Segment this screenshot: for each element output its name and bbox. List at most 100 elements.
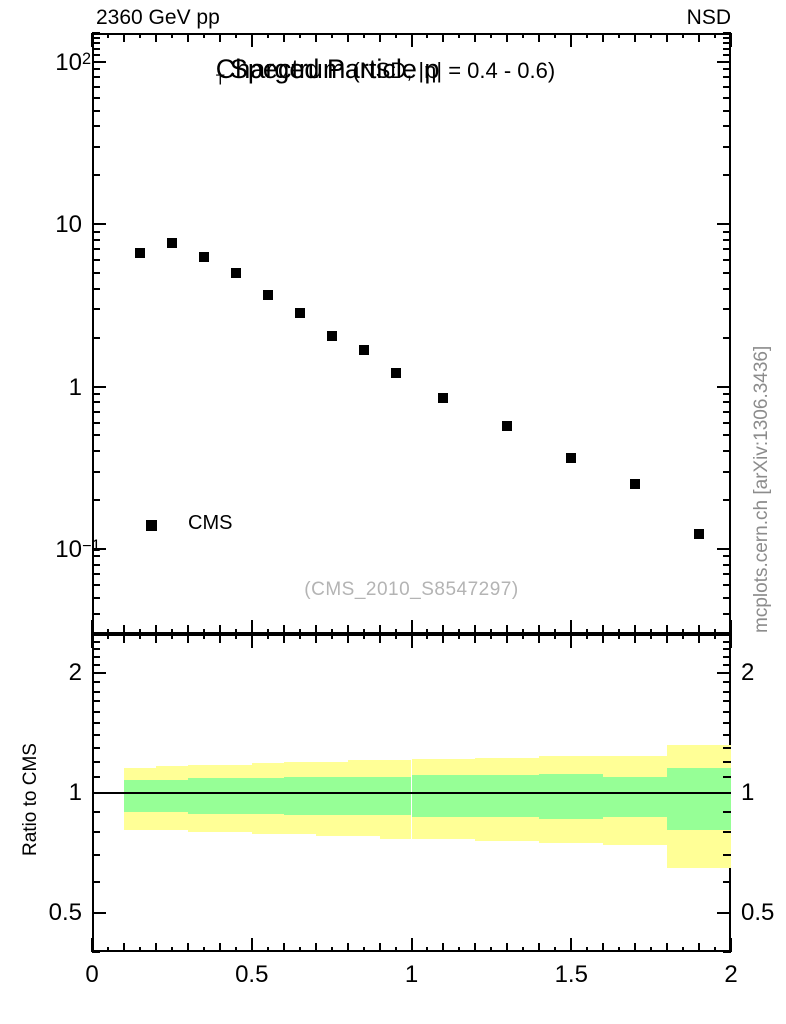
x-axis-tick: [170, 634, 173, 639]
y-axis-tick-label: 10: [55, 211, 82, 239]
y-axis-tick: [92, 223, 106, 226]
y-axis-tick: [723, 722, 731, 725]
x-axis-tick: [570, 33, 573, 47]
x-axis-tick: [458, 629, 461, 634]
uncertainty-band-inner: [347, 776, 380, 816]
y-axis-tick: [723, 854, 731, 857]
x-axis-tick: [170, 947, 173, 952]
x-axis-tick: [378, 33, 381, 42]
x-axis-tick: [122, 943, 125, 952]
y-axis-tick: [92, 145, 100, 148]
x-axis-tick: [314, 634, 317, 643]
y-axis-tick: [723, 47, 731, 50]
y-axis-tick: [723, 663, 731, 666]
x-axis-tick: [474, 943, 477, 952]
y-axis-tick: [92, 655, 100, 658]
x-axis-tick: [314, 33, 317, 42]
y-axis-tick: [92, 573, 100, 576]
x-axis-tick: [618, 634, 621, 639]
x-axis-tick: [586, 33, 589, 38]
x-axis-tick: [394, 33, 397, 38]
x-axis-tick: [346, 943, 349, 952]
cms-data-point: [294, 307, 305, 318]
x-axis-tick: [362, 629, 365, 634]
x-axis-tick: [538, 625, 541, 634]
x-axis-tick: [234, 629, 237, 634]
y-axis-tick: [723, 499, 731, 502]
y-axis-tick: [92, 760, 100, 763]
y-axis-tick: [92, 663, 100, 666]
y-axis-tick: [92, 734, 100, 737]
y-axis-tick: [723, 573, 731, 576]
y-axis-tick: [92, 53, 100, 56]
x-axis-tick: [730, 620, 732, 634]
uncertainty-band-inner: [603, 776, 668, 818]
x-axis-tick: [346, 33, 349, 42]
x-axis-tick: [154, 634, 157, 643]
y-axis-tick: [723, 76, 731, 79]
y-axis-tick: [723, 690, 731, 693]
x-axis-tick: [618, 33, 621, 38]
x-axis-tick: [250, 33, 253, 47]
y-axis-tick: [723, 710, 731, 713]
x-axis-tick: [138, 634, 141, 639]
x-axis-tick: [250, 938, 253, 952]
x-axis-tick: [698, 33, 701, 42]
uncertainty-band-inner: [155, 780, 188, 812]
x-axis-tick: [330, 629, 333, 634]
x-axis-tick: [634, 33, 637, 42]
y-axis-tick: [723, 760, 731, 763]
x-axis-tick: [586, 947, 589, 952]
x-axis-tick: [666, 634, 669, 643]
y-axis-tick: [723, 174, 731, 177]
x-axis-tick: [538, 33, 541, 42]
x-axis-tick: [330, 634, 333, 639]
x-axis-tick: [154, 943, 157, 952]
uncertainty-band-inner: [667, 767, 731, 830]
cms-data-point: [166, 237, 177, 248]
x-axis-tick-label: 2: [724, 961, 738, 988]
x-axis-tick: [522, 634, 525, 639]
y-axis-tick: [92, 96, 100, 99]
x-axis-tick: [522, 947, 525, 952]
y-axis-tick: [717, 385, 731, 388]
y-axis-tick: [723, 401, 731, 404]
y-axis-tick: [92, 499, 100, 502]
x-axis-tick: [410, 938, 413, 952]
ratio-reference-line: [92, 792, 731, 795]
y-axis-tick: [723, 96, 731, 99]
y-axis-tick: [723, 36, 731, 39]
x-axis-tick: [186, 33, 189, 42]
y-axis-tick: [717, 912, 731, 915]
x-axis-tick: [378, 634, 381, 643]
cms-data-point: [438, 393, 449, 404]
legend-cms-label: CMS: [188, 512, 233, 534]
cms-data-point: [694, 529, 705, 540]
x-axis-tick: [618, 947, 621, 952]
x-axis-tick: [122, 625, 125, 634]
x-axis-tick: [554, 947, 557, 952]
legend-cms-marker-icon: [146, 520, 157, 531]
x-axis-tick: [682, 629, 685, 634]
y-axis-tick: [92, 830, 100, 833]
x-axis-tick: [314, 943, 317, 952]
x-axis-tick: [650, 629, 653, 634]
y-axis-tick: [92, 238, 100, 241]
y-axis-tick: [92, 555, 100, 558]
x-axis-tick: [698, 634, 701, 643]
y-axis-tick: [723, 648, 731, 651]
uncertainty-band-inner: [475, 775, 540, 818]
y-axis-tick: [92, 690, 100, 693]
x-axis-tick: [490, 629, 493, 634]
x-axis-tick: [202, 947, 205, 952]
x-axis-tick: [218, 943, 221, 952]
y-axis-tick: [92, 612, 100, 615]
x-axis-tick: [666, 33, 669, 42]
y-axis-tick: [92, 401, 100, 404]
x-axis-tick: [282, 634, 285, 643]
x-axis-tick: [602, 634, 605, 643]
y-axis-tick: [92, 854, 100, 857]
y-axis-tick: [92, 434, 100, 437]
y-axis-tick: [92, 672, 106, 675]
